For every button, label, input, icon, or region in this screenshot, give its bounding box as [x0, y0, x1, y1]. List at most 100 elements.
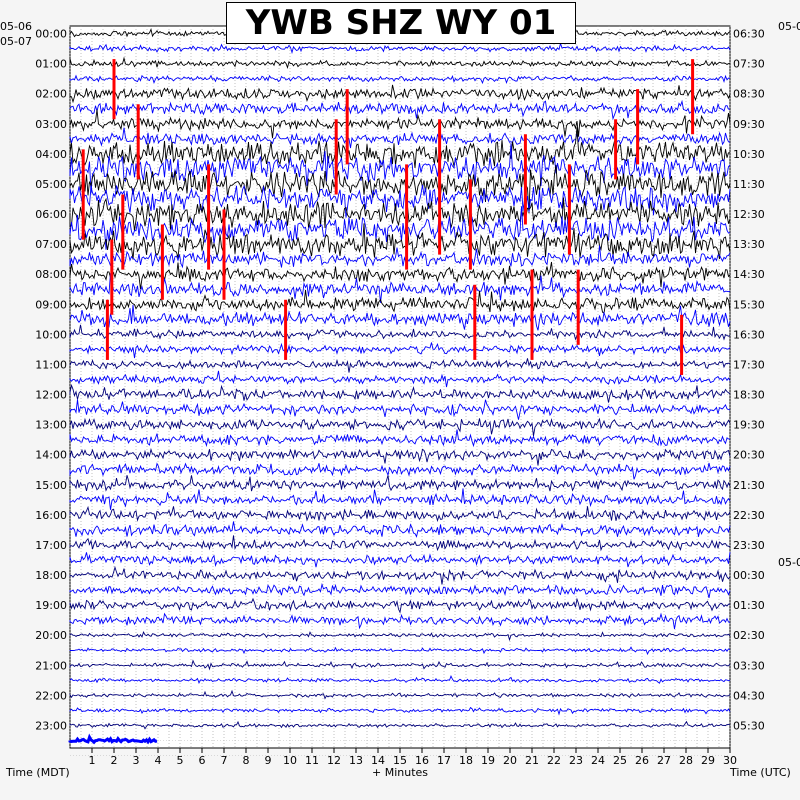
x-tick-label: 7 — [221, 754, 228, 767]
right-hour-label: 00:30 — [733, 569, 765, 582]
right-hour-label: 11:30 — [733, 178, 765, 191]
seismic-trace — [69, 521, 731, 538]
seismic-trace — [69, 612, 731, 630]
x-tick-label: 14 — [371, 754, 385, 767]
left-hour-label: 20:00 — [35, 629, 67, 642]
seismic-trace — [69, 184, 731, 218]
seismic-trace — [69, 706, 731, 716]
left-hour-label: 18:00 — [35, 569, 67, 582]
seismic-trace — [69, 447, 731, 466]
x-tick-label: 15 — [393, 754, 407, 767]
x-tick-label: 25 — [613, 754, 627, 767]
left-hour-label: 11:00 — [35, 358, 67, 371]
right-hour-label: 22:30 — [733, 509, 765, 522]
x-axis-label: + Minutes — [372, 766, 428, 779]
right-date-label-2: 05-0 — [778, 556, 800, 569]
left-hour-label: 04:00 — [35, 148, 67, 161]
x-tick-label: 8 — [243, 754, 250, 767]
seismic-trace — [69, 41, 731, 55]
x-tick-label: 28 — [679, 754, 693, 767]
chart-title: YWB SHZ WY 01 — [226, 2, 576, 44]
seismic-trace — [69, 99, 731, 121]
seismic-trace — [69, 535, 731, 552]
left-hour-label: 07:00 — [35, 238, 67, 251]
x-tick-label: 16 — [415, 754, 429, 767]
right-hour-label: 08:30 — [733, 88, 765, 101]
seismic-trace — [69, 383, 731, 403]
x-tick-label: 5 — [177, 754, 184, 767]
seismic-trace — [69, 342, 731, 359]
right-hour-label: 07:30 — [733, 58, 765, 71]
right-hour-label: 21:30 — [733, 479, 765, 492]
x-tick-label: 18 — [459, 754, 473, 767]
right-hour-label: 06:30 — [733, 28, 765, 41]
x-tick-label: 1 — [89, 754, 96, 767]
seismic-trace — [69, 127, 731, 149]
seismic-trace — [69, 565, 731, 585]
left-hour-label: 00:00 — [35, 28, 67, 41]
seismic-trace — [69, 223, 731, 260]
seismic-trace — [69, 245, 731, 269]
seismic-trace — [69, 127, 730, 169]
seismic-trace — [69, 273, 731, 303]
left-hour-label: 22:00 — [35, 689, 67, 702]
x-tick-label: 6 — [199, 754, 206, 767]
x-tick-label: 22 — [547, 754, 561, 767]
seismic-trace — [69, 143, 731, 194]
seismic-trace — [69, 370, 731, 388]
seismic-trace — [68, 733, 158, 745]
left-axis-label: Time (MDT) — [5, 766, 70, 779]
seismic-trace — [69, 289, 731, 315]
seismic-trace — [69, 582, 731, 599]
right-hour-label: 01:30 — [733, 599, 765, 612]
left-hour-label: 10:00 — [35, 328, 67, 341]
x-tick-label: 26 — [635, 754, 649, 767]
right-hour-label: 13:30 — [733, 238, 765, 251]
x-tick-label: 4 — [155, 754, 162, 767]
seismic-trace — [69, 630, 731, 642]
left-hour-label: 08:00 — [35, 268, 67, 281]
right-hour-labels: 06:30 07:30 08:30 09:30 10:30 11:30 12:30 13:30… — [733, 28, 765, 733]
right-hour-label: 02:30 — [733, 629, 765, 642]
seismic-trace — [69, 429, 731, 448]
seismic-trace — [69, 675, 731, 685]
seismic-trace — [69, 399, 731, 420]
seismic-trace — [69, 462, 731, 480]
left-hour-label: 14:00 — [35, 449, 67, 462]
right-hour-label: 04:30 — [733, 689, 765, 702]
x-tick-label: 24 — [591, 754, 605, 767]
right-hour-label: 17:30 — [733, 358, 765, 371]
right-hour-label: 12:30 — [733, 208, 765, 221]
right-hour-label: 20:30 — [733, 449, 765, 462]
left-date-label-1: 05-06 — [0, 20, 32, 33]
right-hour-label: 15:30 — [733, 298, 765, 311]
x-tick-label: 12 — [327, 754, 341, 767]
seismic-trace — [69, 417, 731, 436]
right-hour-label: 14:30 — [733, 268, 765, 281]
seismic-trace — [69, 74, 731, 85]
seismic-trace — [69, 475, 731, 492]
seismic-trace — [69, 505, 731, 523]
seismic-trace — [69, 164, 731, 214]
right-hour-label: 03:30 — [733, 659, 765, 672]
left-hour-label: 09:00 — [35, 298, 67, 311]
right-hour-label: 16:30 — [733, 328, 765, 341]
seismic-trace — [69, 488, 731, 510]
seismic-trace — [69, 646, 731, 656]
left-hour-label: 02:00 — [35, 88, 67, 101]
left-hour-label: 06:00 — [35, 208, 67, 221]
x-tick-label: 11 — [305, 754, 319, 767]
seismic-trace — [69, 597, 731, 614]
left-date-label-2: 05-07 — [0, 35, 32, 48]
right-hour-label: 05:30 — [733, 719, 765, 732]
right-hour-label: 18:30 — [733, 389, 765, 402]
seismic-trace — [69, 358, 731, 373]
seismic-trace — [69, 552, 731, 568]
x-tick-label: 17 — [437, 754, 451, 767]
seismic-trace — [69, 206, 731, 250]
left-hour-label: 05:00 — [35, 178, 67, 191]
x-tick-label: 30 — [723, 754, 737, 767]
traces — [68, 27, 731, 745]
x-tick-label: 19 — [481, 754, 495, 767]
